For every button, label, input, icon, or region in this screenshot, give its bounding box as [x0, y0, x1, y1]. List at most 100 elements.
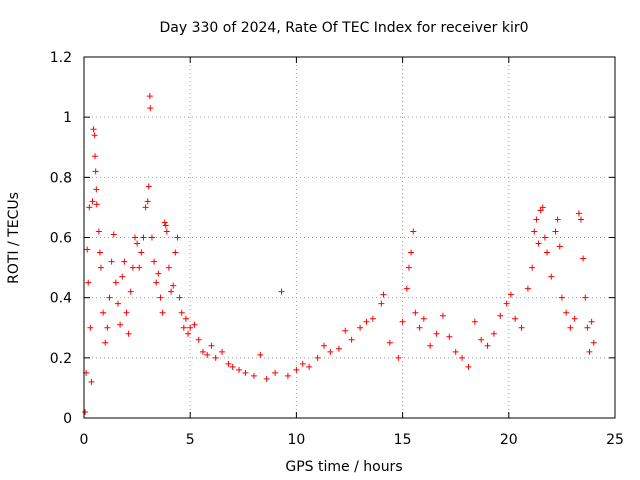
- data-point: [155, 270, 162, 277]
- chart-title: Day 330 of 2024, Rate Of TEC Index for r…: [159, 20, 528, 36]
- data-point: [85, 279, 92, 286]
- data-point: [420, 315, 427, 322]
- data-point: [236, 366, 243, 373]
- data-point: [459, 354, 466, 361]
- x-tick-label: 5: [186, 432, 195, 448]
- data-point: [412, 309, 419, 316]
- data-point: [145, 183, 152, 190]
- data-point: [148, 234, 155, 241]
- data-point: [284, 372, 291, 379]
- data-point: [507, 291, 514, 298]
- data-point: [180, 324, 187, 331]
- data-point: [93, 201, 100, 208]
- y-tick-label: 0.8: [50, 170, 72, 186]
- data-point: [554, 216, 561, 223]
- data-point: [191, 321, 198, 328]
- x-tick-label: 0: [80, 432, 89, 448]
- data-point: [416, 324, 423, 331]
- data-point: [293, 366, 300, 373]
- y-tick-label: 1: [63, 110, 72, 126]
- data-point: [263, 375, 270, 382]
- data-point: [204, 351, 211, 358]
- data-point: [584, 324, 591, 331]
- data-point: [299, 360, 306, 367]
- data-point: [212, 354, 219, 361]
- data-point: [89, 198, 96, 205]
- data-point: [138, 249, 145, 256]
- data-point: [518, 324, 525, 331]
- data-point: [168, 288, 175, 295]
- data-point: [582, 294, 589, 301]
- data-point: [123, 309, 130, 316]
- data-point: [306, 363, 313, 370]
- data-point: [548, 273, 555, 280]
- data-point: [272, 369, 279, 376]
- data-point: [159, 309, 166, 316]
- y-tick-label: 0.2: [50, 351, 72, 367]
- data-point: [369, 315, 376, 322]
- data-point: [117, 321, 124, 328]
- data-point: [161, 219, 168, 226]
- data-point: [170, 282, 177, 289]
- data-point: [119, 273, 126, 280]
- data-point: [342, 327, 349, 334]
- data-point: [427, 342, 434, 349]
- data-point: [96, 249, 103, 256]
- data-point: [497, 312, 504, 319]
- data-point: [439, 312, 446, 319]
- data-point: [558, 294, 565, 301]
- data-point: [408, 249, 415, 256]
- data-point: [87, 324, 94, 331]
- data-point: [465, 363, 472, 370]
- data-point: [410, 228, 417, 235]
- data-point: [140, 234, 147, 241]
- data-point: [380, 291, 387, 298]
- data-point: [162, 222, 169, 229]
- data-point: [314, 354, 321, 361]
- data-point: [250, 372, 257, 379]
- data-point: [93, 186, 100, 193]
- data-point: [403, 285, 410, 292]
- data-point: [395, 354, 402, 361]
- data-point: [125, 330, 132, 337]
- data-point: [524, 285, 531, 292]
- data-point: [131, 234, 138, 241]
- x-tick-label: 20: [500, 432, 518, 448]
- data-point: [121, 258, 128, 265]
- data-point: [363, 318, 370, 325]
- data-point: [386, 339, 393, 346]
- data-point: [578, 216, 585, 223]
- data-point: [165, 264, 172, 271]
- data-point: [127, 288, 134, 295]
- data-point: [90, 126, 97, 133]
- y-axis-label: ROTI / TECUs: [6, 192, 22, 284]
- data-point: [556, 243, 563, 250]
- data-point: [580, 255, 587, 262]
- data-point: [86, 204, 93, 211]
- data-point: [321, 342, 328, 349]
- data-point: [88, 378, 95, 385]
- data-point: [484, 342, 491, 349]
- data-point: [471, 318, 478, 325]
- data-point: [176, 294, 183, 301]
- data-point: [567, 324, 574, 331]
- data-points: [82, 93, 597, 415]
- data-point: [157, 294, 164, 301]
- data-point: [92, 168, 99, 175]
- data-point: [490, 330, 497, 337]
- data-point: [84, 246, 91, 253]
- data-point: [108, 258, 115, 265]
- data-point: [104, 324, 111, 331]
- data-point: [539, 204, 546, 211]
- data-point: [533, 216, 540, 223]
- data-point: [146, 93, 153, 100]
- data-point: [174, 234, 181, 241]
- y-tick-label: 0.4: [50, 291, 72, 307]
- data-point: [182, 315, 189, 322]
- data-point: [529, 264, 536, 271]
- data-point: [199, 348, 206, 355]
- data-point: [187, 324, 194, 331]
- data-point: [163, 228, 170, 235]
- data-point: [92, 153, 99, 160]
- data-point: [590, 339, 597, 346]
